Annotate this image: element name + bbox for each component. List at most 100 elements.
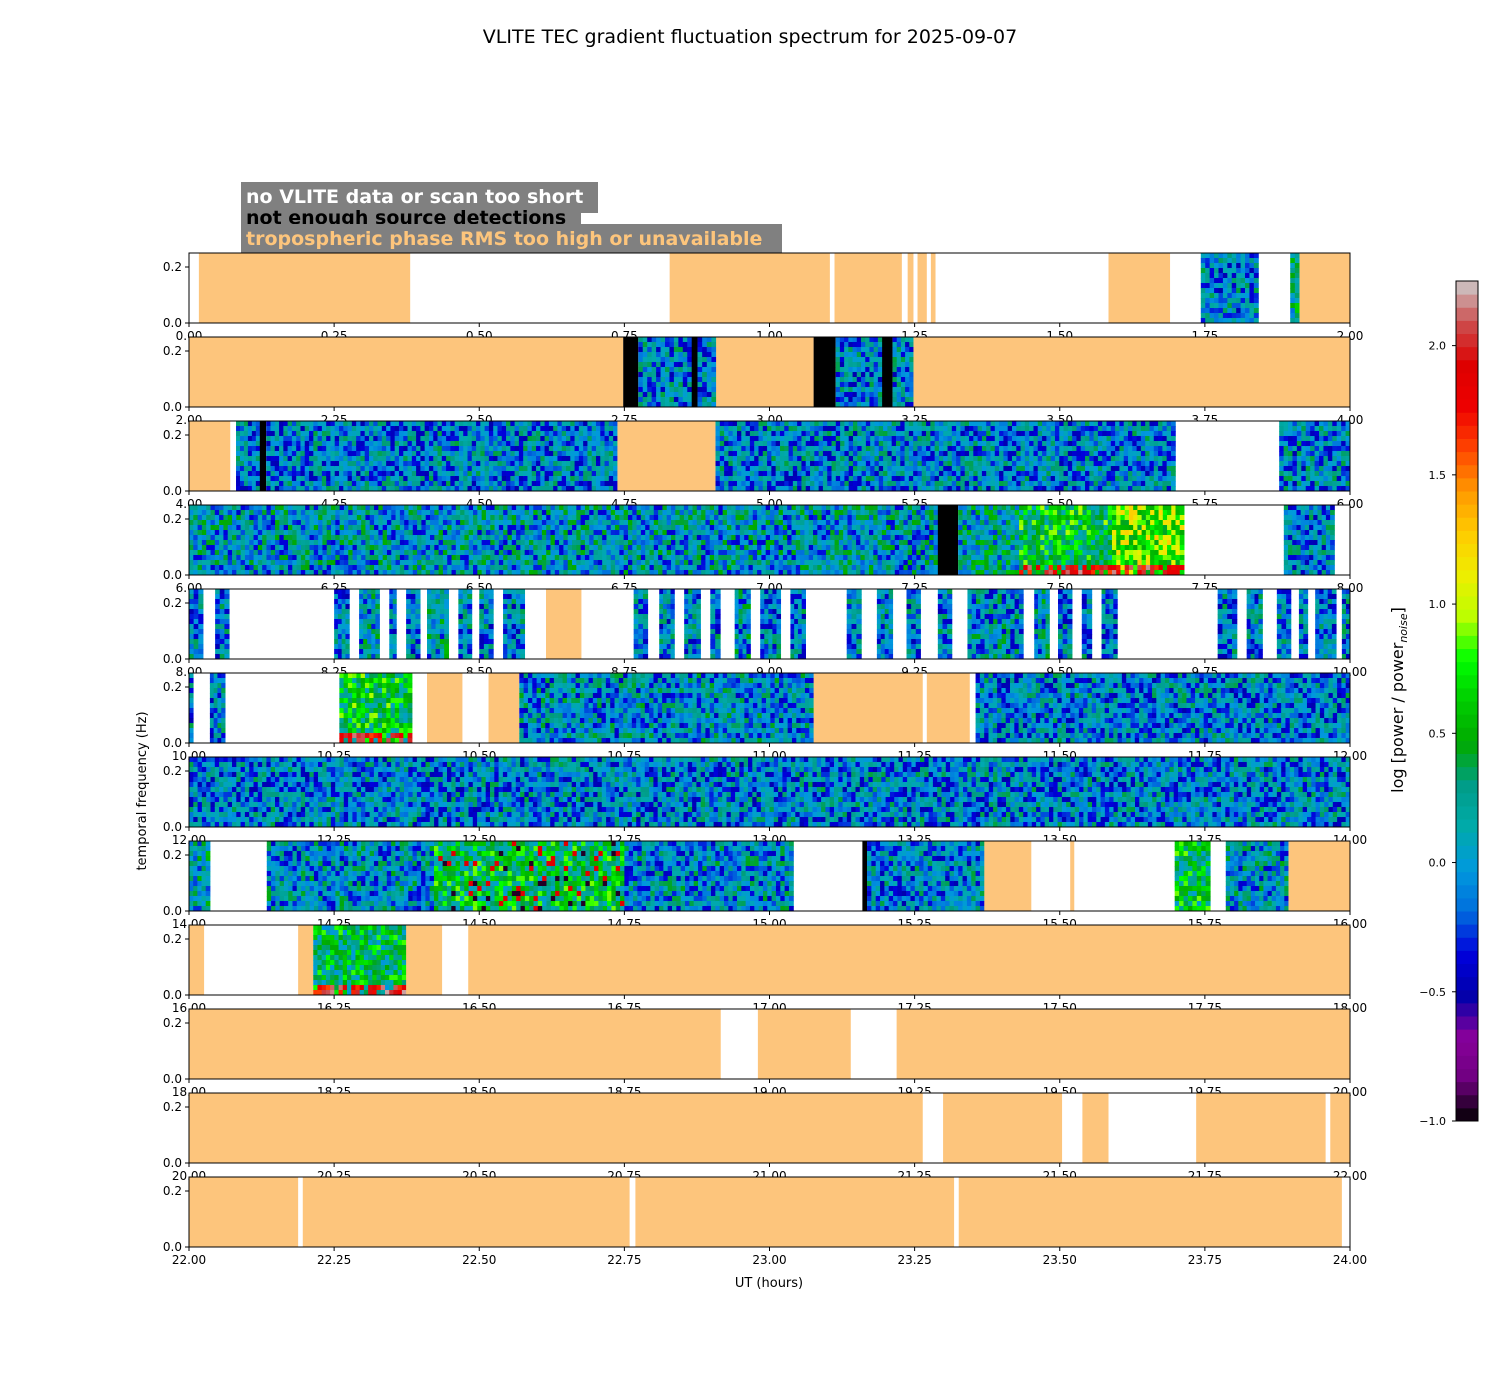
spectrogram-cell (1085, 436, 1090, 442)
spectrogram-cell (1305, 431, 1311, 437)
spectrogram-cell (313, 461, 319, 467)
spectrogram-cell (878, 421, 884, 427)
spectrogram-cell (1200, 263, 1206, 269)
spectrogram-cell (450, 451, 456, 457)
spectrogram-cell (305, 555, 310, 561)
spectrogram-cell (377, 436, 383, 442)
spectrogram-cell (567, 570, 573, 576)
spectrogram-cell (1253, 258, 1259, 264)
spectrogram-cell (865, 377, 870, 383)
spectrogram-cell (1245, 268, 1250, 274)
spectrogram-cell (801, 446, 807, 452)
spectrogram-cell (506, 431, 511, 437)
spectrogram-cell (784, 446, 790, 452)
spectrogram-cell (408, 520, 414, 526)
spectrogram-cell (493, 481, 498, 487)
spectrogram-cell (934, 426, 940, 432)
spectrogram-cell (810, 446, 815, 452)
spectrogram-cell (330, 466, 336, 472)
spectrogram-cell (900, 486, 906, 492)
spectrogram-cell (656, 367, 662, 373)
spectrogram-cell (1140, 466, 1146, 472)
spectrogram-cell (524, 520, 530, 526)
spectrogram-cell (973, 471, 979, 477)
spectrogram-cell (1050, 431, 1056, 437)
spectrogram-cell (1341, 466, 1347, 472)
spectrogram-cell (386, 565, 392, 571)
spectrogram-cell (296, 570, 302, 576)
spectrogram-cell (447, 570, 453, 576)
spectrogram-cell (687, 337, 693, 343)
spectrogram-cell (326, 486, 331, 492)
spectrogram-cell (1336, 421, 1342, 427)
spectrogram-cell (210, 535, 216, 541)
spectrogram-cell (1085, 466, 1090, 472)
spectrogram-cell (1123, 451, 1129, 457)
spectrogram-cell (279, 481, 284, 487)
spectrogram-cell (951, 436, 957, 442)
spectrogram-cell (244, 535, 250, 541)
spectrogram-cell (330, 476, 336, 482)
spectrogram-cell (253, 560, 259, 566)
spectrogram-cell (934, 456, 940, 462)
spectrogram-cell (554, 545, 560, 551)
spectrogram-cell (892, 397, 898, 403)
spectrogram-cell (227, 520, 233, 526)
spectrogram-cell (313, 451, 319, 457)
spectrogram-cell (758, 446, 764, 452)
spectrogram-cell (561, 476, 567, 482)
spectrogram-cell (507, 515, 513, 521)
spectrogram-cell (1319, 486, 1324, 492)
spectrogram-cell (450, 441, 456, 447)
spectrogram-cell (330, 486, 336, 492)
spectrogram-cell (986, 451, 992, 457)
spectrogram-cell (292, 555, 298, 561)
spectrogram-cell (420, 446, 426, 452)
spectrogram-cell (665, 362, 670, 368)
y-tick-label: 0.0 (163, 400, 182, 414)
spectrogram-cell (595, 431, 601, 437)
spectrogram-cell (540, 451, 546, 457)
spectrogram-cell (865, 382, 870, 388)
spectrogram-cell (546, 560, 552, 566)
spectrogram-cell (386, 421, 391, 427)
spectrogram-cell (839, 347, 845, 353)
spectrogram-cell (244, 530, 250, 536)
spectrogram-cell (236, 550, 242, 556)
spectrogram-cell (347, 441, 353, 447)
spectrogram-cell (291, 431, 297, 437)
spectrogram-cell (537, 540, 543, 546)
spectrogram-cell (1132, 456, 1138, 462)
spectrogram-cell (608, 456, 614, 462)
spectrogram-cell (576, 505, 582, 511)
spectrogram-cell (326, 570, 332, 576)
spectrogram-cell (913, 426, 918, 432)
spectrogram-cell (1115, 456, 1120, 462)
spectrogram-cell (236, 486, 241, 492)
spectrogram-cell (1132, 466, 1138, 472)
spectrogram-cell (870, 456, 875, 462)
spectrogram-cell (874, 431, 880, 437)
spectrogram-cell (873, 337, 879, 343)
spectrogram-cell (412, 510, 418, 516)
spectrogram-cell (687, 402, 693, 408)
spectrogram-cell (839, 357, 845, 363)
spectrogram-cell (266, 530, 272, 536)
spectrogram-cell (433, 451, 439, 457)
spectrogram-cell (447, 525, 453, 531)
spectrogram-cell (421, 565, 427, 571)
spectrogram-cell (330, 441, 336, 447)
spectrogram-cell (908, 471, 914, 477)
spectrogram-cell (591, 446, 597, 452)
panel-0-segment-trop (917, 253, 927, 323)
spectrogram-cell (1236, 278, 1242, 284)
spectrogram-cell (852, 342, 858, 348)
spectrogram-cell (227, 555, 233, 561)
spectrogram-cell (604, 461, 610, 467)
spectrogram-cell (523, 421, 528, 427)
spectrogram-cell (873, 387, 879, 393)
spectrogram-cell (339, 535, 345, 541)
spectrogram-cell (322, 535, 328, 541)
spectrogram-cell (1301, 456, 1307, 462)
spectrogram-cell (360, 466, 366, 472)
